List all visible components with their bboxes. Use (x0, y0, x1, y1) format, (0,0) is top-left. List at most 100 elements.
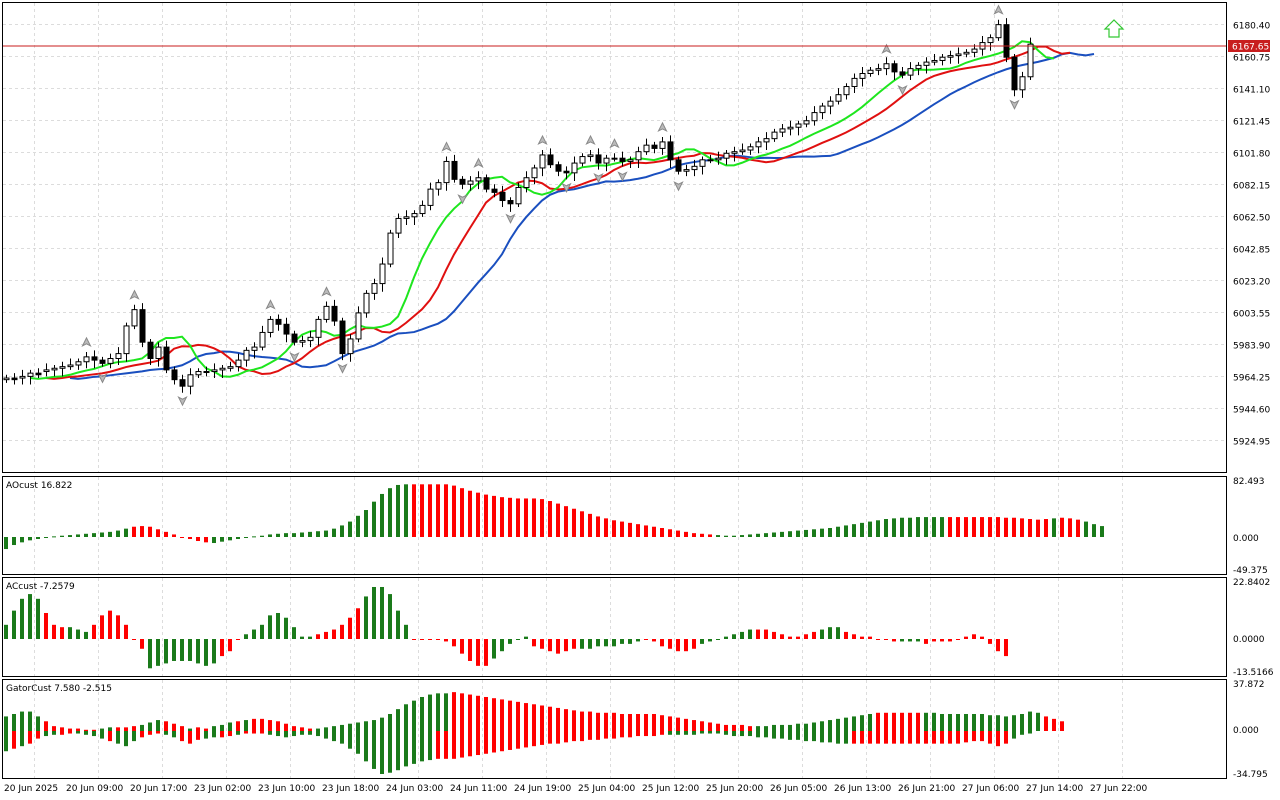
time-tick: 25 Jun 12:00 (642, 784, 699, 794)
gator-lower-bar (684, 731, 688, 735)
gator-lower-bar (348, 731, 352, 749)
gator-upper-bar (668, 716, 672, 731)
grid-lines (3, 3, 1226, 778)
candle (51, 367, 58, 371)
ac-bar (108, 610, 112, 639)
candle (339, 320, 346, 355)
ao-bar (956, 517, 960, 537)
candle (195, 371, 202, 376)
fractal-up-icon (993, 4, 1004, 15)
gator-upper-bar (812, 722, 816, 731)
gator-upper-bar (852, 716, 856, 731)
ac-bar (980, 636, 984, 639)
gator-upper-bar (444, 693, 448, 731)
candle (35, 372, 42, 376)
candle (955, 53, 962, 57)
gator-lower-bar (996, 731, 1000, 747)
ac-bar (708, 639, 712, 642)
candle (547, 154, 554, 166)
ao-title: AOcust 16.822 (6, 481, 72, 491)
ao-bar (580, 511, 584, 537)
ao-bar (156, 529, 160, 537)
fractal-down-icon (337, 363, 348, 374)
ao-bar (220, 537, 224, 542)
gator-upper-bar (652, 713, 656, 731)
candle (27, 372, 34, 377)
gator-lower-bar (340, 731, 344, 744)
ao-bar (268, 534, 272, 537)
gator-lower-bar (252, 731, 256, 734)
ao-bar (340, 525, 344, 537)
gator-upper-bar (516, 701, 520, 731)
gator-lower-bar (724, 731, 728, 735)
candle (811, 112, 818, 122)
gator-upper-bar (764, 726, 768, 731)
gator-upper-bar (260, 718, 264, 731)
ac-bar (420, 639, 424, 640)
ac-bar (796, 636, 800, 639)
time-tick: 23 Jun 10:00 (258, 784, 315, 794)
gator-lower-bar (124, 731, 128, 747)
candle (795, 123, 802, 128)
candle (587, 154, 594, 158)
gator-upper-bar (316, 728, 320, 731)
fractal-down-icon (457, 194, 468, 205)
gator-upper-bar (52, 726, 56, 731)
ao-max: 82.493 (1233, 477, 1265, 487)
ac-bar (460, 639, 464, 654)
gator-lower-bar (460, 731, 464, 758)
gator-upper-bar (644, 713, 648, 731)
gator-upper-bar (476, 695, 480, 731)
fractal-up-icon (537, 134, 548, 146)
price-tick: 6180.40 (1233, 22, 1270, 32)
gator-lower-bar (1004, 731, 1008, 744)
gator-lower-bar (156, 731, 160, 734)
gator-upper-bar (780, 724, 784, 731)
gator-upper-bar (508, 700, 512, 731)
ac-pane-border (2, 577, 1227, 677)
gator-lower-bar (900, 731, 904, 744)
gator-lower-bar (468, 731, 472, 757)
gator-lower-bar (988, 731, 992, 744)
ao-bar (324, 530, 328, 537)
ac-bar (484, 639, 488, 666)
ac-bar (788, 636, 792, 639)
gator-upper-bar (44, 721, 48, 731)
candle (91, 356, 98, 361)
gator-lower-bar (780, 731, 784, 739)
ao-bar (28, 537, 32, 541)
gator-upper-bar (76, 728, 80, 731)
gator-upper-bar (172, 723, 176, 731)
ac-bar (676, 639, 680, 652)
gator-lower-bar (852, 731, 856, 744)
candle (499, 191, 506, 202)
gator-lower-bar (1012, 731, 1016, 739)
time-tick: 27 Jun 06:00 (962, 784, 1019, 794)
ac-bar (556, 639, 560, 654)
candle (683, 169, 690, 172)
fractal-up-icon (321, 286, 332, 297)
gator-upper-bar (1004, 716, 1008, 731)
ao-min: -49.375 (1233, 566, 1268, 576)
gator-lower-bar (532, 731, 536, 747)
ao-bar (284, 533, 288, 537)
gator-lower-bar (980, 731, 984, 742)
ao-bar (372, 501, 376, 537)
gator-upper-bar (620, 713, 624, 731)
main-pane-border (2, 2, 1227, 473)
ao-bar (1092, 524, 1096, 537)
candle (363, 292, 370, 314)
ao-bar (124, 528, 128, 537)
gator-lower-bar (588, 731, 592, 740)
gator-lower-bar (540, 731, 544, 745)
candle (219, 367, 226, 371)
ac-bar (220, 639, 224, 657)
candle (395, 217, 402, 234)
gator-upper-bar (964, 713, 968, 731)
ao-bar (236, 537, 240, 540)
candle (691, 165, 698, 171)
ac-bar (4, 624, 8, 639)
candle (99, 359, 106, 364)
candle (307, 336, 314, 342)
ac-bar (524, 636, 528, 639)
